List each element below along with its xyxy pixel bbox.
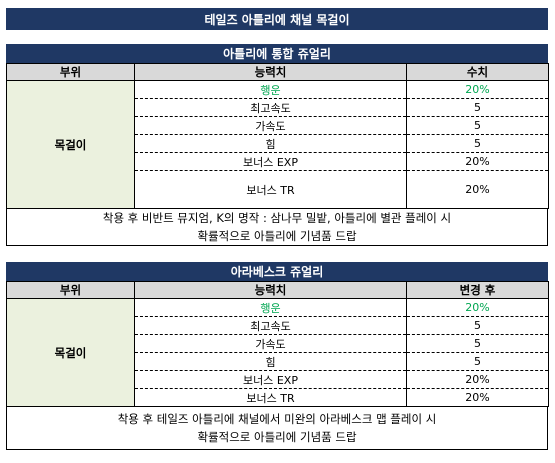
stat-name: 힘 [134, 134, 407, 153]
note-line: 확률적으로 아틀리에 기념품 드랍 [197, 430, 357, 444]
section-heading: 아틀리에 통합 쥬얼리 [6, 44, 548, 63]
stat-value: 20% [406, 152, 549, 171]
note-line: 확률적으로 아틀리에 기념품 드랍 [197, 229, 357, 243]
drop-note: 착용 후 테일즈 아틀리에 채널에서 미완의 아라베스크 맵 플레이 시 확률적… [6, 407, 548, 450]
stat-value: 20% [406, 298, 549, 317]
note-line: 착용 후 비반트 뮤지엄, K의 명작 : 삼나무 밀밭, 아틀리에 별관 플레… [102, 211, 452, 225]
stat-value: 5 [406, 316, 549, 335]
stat-value: 5 [406, 352, 549, 371]
section-arabesque-jewelry: 아라베스크 쥬얼리 부위 능력치 변경 후 목걸이 행운 20% 최고속도 5 … [6, 262, 549, 450]
stat-value: 20% [406, 80, 549, 99]
stat-value: 5 [406, 116, 549, 135]
section-heading: 아라베스크 쥬얼리 [6, 262, 548, 281]
part-cell: 목걸이 [6, 80, 135, 209]
stat-table: 부위 능력치 수치 목걸이 행운 20% 최고속도 5 가속도 5 힘 5 보너… [6, 63, 549, 209]
column-header-stat: 능력치 [134, 281, 407, 299]
stat-name: 가속도 [134, 116, 407, 135]
column-header-part: 부위 [6, 281, 135, 299]
column-header-stat: 능력치 [134, 63, 407, 81]
stat-name: 보너스 TR [134, 170, 407, 209]
stat-value: 20% [406, 370, 549, 389]
column-header-part: 부위 [6, 63, 135, 81]
stat-name: 행운 [134, 298, 407, 317]
stat-name: 최고속도 [134, 316, 407, 335]
part-cell: 목걸이 [6, 298, 135, 407]
stat-value: 5 [406, 98, 549, 117]
stat-name: 보너스 TR [134, 388, 407, 407]
stat-name: 보너스 EXP [134, 152, 407, 171]
stat-name: 가속도 [134, 334, 407, 353]
section-atelier-jewelry: 아틀리에 통합 쥬얼리 부위 능력치 수치 목걸이 행운 20% 최고속도 5 … [6, 44, 549, 246]
column-header-value: 변경 후 [406, 281, 549, 299]
note-line: 착용 후 테일즈 아틀리에 채널에서 미완의 아라베스크 맵 플레이 시 [117, 412, 437, 426]
stat-name: 최고속도 [134, 98, 407, 117]
stat-value: 20% [406, 388, 549, 407]
page-title: 테일즈 아틀리에 채널 목걸이 [6, 8, 548, 30]
stat-value: 5 [406, 134, 549, 153]
stat-name: 힘 [134, 352, 407, 371]
stat-name: 보너스 EXP [134, 370, 407, 389]
stat-table: 부위 능력치 변경 후 목걸이 행운 20% 최고속도 5 가속도 5 힘 5 … [6, 281, 549, 407]
stat-value: 5 [406, 334, 549, 353]
column-header-value: 수치 [406, 63, 549, 81]
stat-name: 행운 [134, 80, 407, 99]
drop-note: 착용 후 비반트 뮤지엄, K의 명작 : 삼나무 밀밭, 아틀리에 별관 플레… [6, 209, 548, 246]
stat-value: 20% [406, 170, 549, 209]
